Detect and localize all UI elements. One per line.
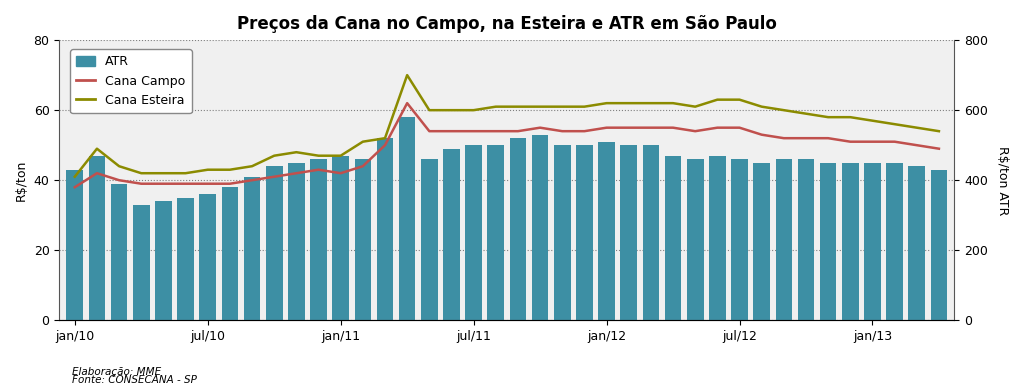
Y-axis label: R$/ton: R$/ton [15,159,28,201]
Bar [465,145,482,320]
Title: Preços da Cana no Campo, na Esteira e ATR em São Paulo: Preços da Cana no Campo, na Esteira e AT… [237,15,777,33]
Bar [709,156,726,320]
Bar [687,159,703,320]
Bar [221,187,239,320]
Y-axis label: R$/ton ATR: R$/ton ATR [996,146,1009,215]
Bar [155,201,172,320]
Bar [577,145,593,320]
Bar [89,156,105,320]
Legend: ATR, Cana Campo, Cana Esteira: ATR, Cana Campo, Cana Esteira [70,49,191,113]
Bar [333,156,349,320]
Bar [377,138,393,320]
Bar [288,163,305,320]
Bar [177,198,194,320]
Bar [665,156,681,320]
Bar [421,159,437,320]
Bar [443,149,460,320]
Bar [798,159,814,320]
Bar [598,142,614,320]
Bar [310,159,327,320]
Bar [266,166,283,320]
Bar [244,177,260,320]
Bar [820,163,837,320]
Text: Elaboração: MME: Elaboração: MME [72,367,161,377]
Bar [200,194,216,320]
Bar [111,184,127,320]
Text: Fonte: CONSECANA - SP: Fonte: CONSECANA - SP [72,375,197,385]
Bar [775,159,793,320]
Bar [864,163,881,320]
Bar [133,205,150,320]
Bar [731,159,748,320]
Bar [398,117,416,320]
Bar [554,145,570,320]
Bar [621,145,637,320]
Bar [887,163,903,320]
Bar [754,163,770,320]
Bar [842,163,858,320]
Bar [354,159,371,320]
Bar [531,135,549,320]
Bar [510,138,526,320]
Bar [908,166,925,320]
Bar [931,170,947,320]
Bar [67,170,83,320]
Bar [643,145,659,320]
Bar [487,145,504,320]
